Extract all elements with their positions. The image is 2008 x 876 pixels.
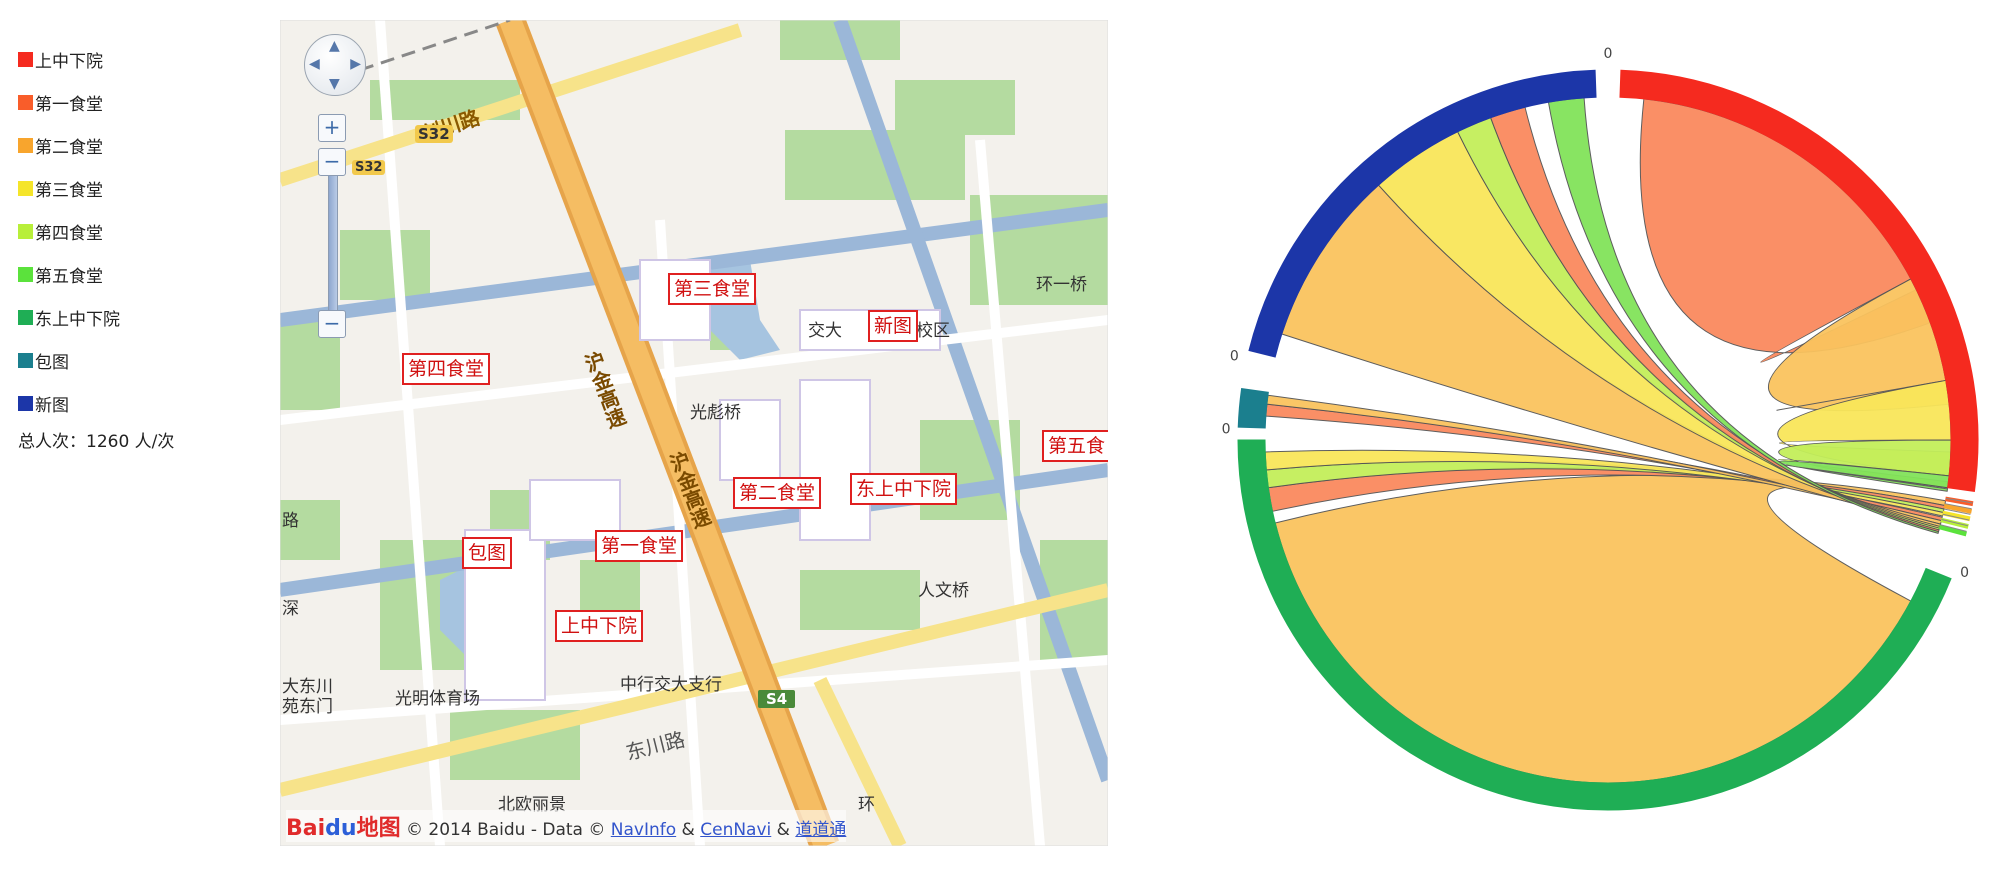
daodaotong-link[interactable]: 道道通 xyxy=(795,820,847,840)
campus-map[interactable]: ▲ ▼ ◀ ▶ + − − 剑川路 S32 S32 沪金高速 沪金高速 光彪桥 … xyxy=(280,20,1108,846)
legend-swatch xyxy=(18,95,33,110)
legend-swatch xyxy=(18,310,33,325)
pan-right-icon[interactable]: ▶ xyxy=(350,56,361,72)
zoom-in-button[interactable]: + xyxy=(318,114,346,142)
legend-swatch xyxy=(18,267,33,282)
road-shield: S32 xyxy=(415,125,453,143)
zero-label: 0 xyxy=(1604,46,1613,62)
pin-canteen-1[interactable]: 第一食堂 xyxy=(595,530,684,562)
legend-label: 包图 xyxy=(35,353,69,373)
legend-item[interactable]: 第二食堂 xyxy=(18,124,248,167)
pin-canteen-4[interactable]: 第四食堂 xyxy=(402,353,491,385)
legend-item[interactable]: 第四食堂 xyxy=(18,210,248,253)
zoom-slider[interactable] xyxy=(328,150,338,332)
pan-down-icon[interactable]: ▼ xyxy=(329,76,340,92)
legend-swatch xyxy=(18,224,33,239)
cennavi-link[interactable]: CenNavi xyxy=(700,820,772,840)
legend-label: 新图 xyxy=(35,396,69,416)
tick-line xyxy=(1944,503,1972,510)
place-label: 环一桥 xyxy=(1036,275,1087,295)
zero-label: 0 xyxy=(1960,565,1969,581)
pan-up-icon[interactable]: ▲ xyxy=(329,38,340,54)
legend-label: 第三食堂 xyxy=(35,181,103,201)
pin-canteen-2[interactable]: 第二食堂 xyxy=(733,477,822,509)
pin-new-library[interactable]: 新图 xyxy=(868,310,919,342)
legend-item[interactable]: 上中下院 xyxy=(18,38,248,81)
tick-line xyxy=(1941,519,1969,527)
zero-label: 0 xyxy=(1222,421,1231,437)
legend-item[interactable]: 新图 xyxy=(18,382,248,425)
pin-bao-library[interactable]: 包图 xyxy=(462,537,513,569)
chord-ribbon xyxy=(1777,460,1950,492)
legend-label: 第五食堂 xyxy=(35,267,103,287)
map-base xyxy=(280,20,1108,846)
tick-line xyxy=(1942,513,1970,521)
place-label: 校区 xyxy=(916,321,950,341)
legend-label: 东上中下院 xyxy=(35,310,120,330)
place-label: 人文桥 xyxy=(918,581,969,601)
chord-group-arc xyxy=(1237,439,1952,811)
total-visits: 总人次：1260 人/次 xyxy=(18,432,175,452)
legend-item[interactable]: 第三食堂 xyxy=(18,167,248,210)
chord-ribbon xyxy=(1490,106,1940,533)
chord-svg: 0 0 0 0 xyxy=(1222,46,1979,811)
place-label: 光明体育场 xyxy=(395,689,480,709)
chord-group-arc xyxy=(1237,387,1269,429)
legend-swatch xyxy=(18,181,33,196)
navinfo-link[interactable]: NavInfo xyxy=(610,820,677,840)
pin-canteen-5[interactable]: 第五食 xyxy=(1042,430,1108,462)
legend-item[interactable]: 第一食堂 xyxy=(18,81,248,124)
chord-group-arc xyxy=(1943,503,1973,514)
road-shield: S4 xyxy=(758,690,796,708)
chord-ribbon xyxy=(1274,474,1947,784)
legend-label: 第二食堂 xyxy=(35,138,103,158)
legend-item[interactable]: 东上中下院 xyxy=(18,296,248,339)
tick-line xyxy=(1940,524,1967,532)
legend-swatch xyxy=(18,138,33,153)
place-label: 大东川 xyxy=(282,677,333,697)
map-copyright: Baidu地图 © 2014 Baidu - Data © NavInfo & … xyxy=(286,810,847,842)
place-label: 环 xyxy=(858,795,875,815)
baidu-logo: Baidu地图 xyxy=(286,816,401,841)
legend-label: 上中下院 xyxy=(35,52,103,72)
pan-left-icon[interactable]: ◀ xyxy=(309,56,320,72)
place-label: 中行交大支行 xyxy=(620,675,722,695)
legend-item[interactable]: 包图 xyxy=(18,339,248,382)
chord-group-arc xyxy=(1619,69,1979,493)
legend-label: 第一食堂 xyxy=(35,95,103,115)
pan-control[interactable]: ▲ ▼ ◀ ▶ xyxy=(304,34,366,96)
place-label: 苑东门 xyxy=(282,697,333,717)
zoom-out-button[interactable]: − xyxy=(318,310,346,338)
chord-ribbon xyxy=(1547,97,1940,535)
place-label: 路 xyxy=(282,511,299,531)
legend-swatch xyxy=(18,353,33,368)
place-label: 光彪桥 xyxy=(690,403,741,423)
chord-group-arc xyxy=(1938,524,1967,537)
pin-canteen-3[interactable]: 第三食堂 xyxy=(668,273,757,305)
zoom-handle[interactable]: − xyxy=(318,148,346,176)
tick-line xyxy=(1945,497,1973,504)
chord-diagram: 0 0 0 0 xyxy=(1218,30,1998,850)
legend-swatch xyxy=(18,52,33,67)
place-label: 深 xyxy=(282,599,299,619)
legend-label: 第四食堂 xyxy=(35,224,103,244)
road-shield: S32 xyxy=(352,160,386,175)
chord-group-arc xyxy=(1248,69,1597,358)
legend-item[interactable]: 第五食堂 xyxy=(18,253,248,296)
zero-label: 0 xyxy=(1230,349,1239,365)
tick-line xyxy=(1943,508,1971,515)
pin-east-upper[interactable]: 东上中下院 xyxy=(850,473,958,505)
place-label: 交大 xyxy=(808,321,842,341)
legend: 上中下院 第一食堂 第二食堂 第三食堂 第四食堂 第五食堂 东上中下院 包图 新… xyxy=(18,38,248,452)
pin-upper-middle-lower[interactable]: 上中下院 xyxy=(555,610,644,642)
legend-swatch xyxy=(18,396,33,411)
